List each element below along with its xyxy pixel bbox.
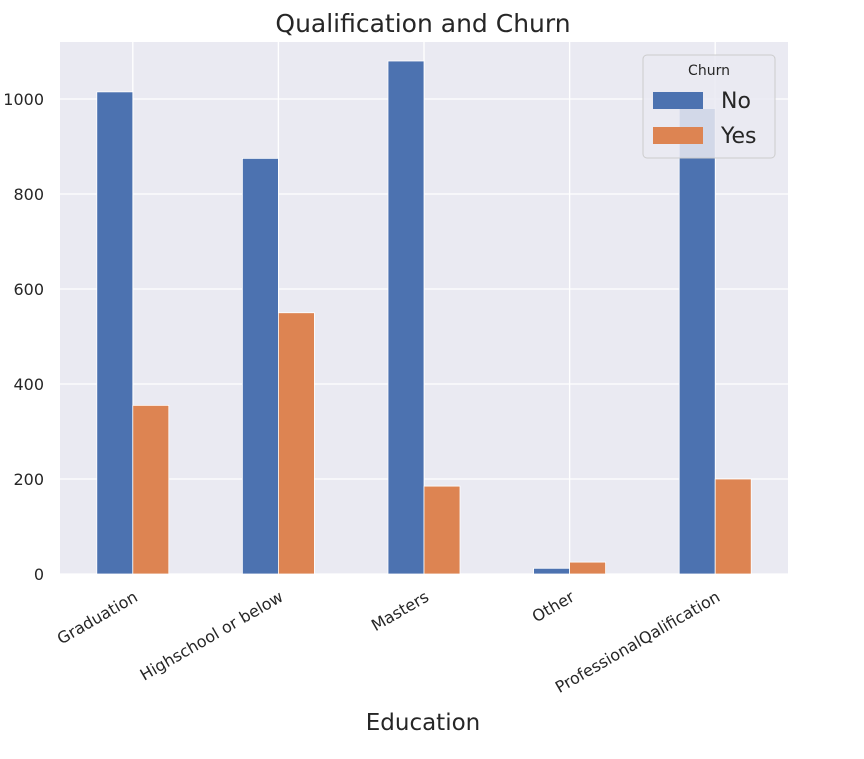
chart-title: Qualification and Churn [275,9,570,38]
legend-label-no: No [721,89,751,114]
x-tick-label: Masters [368,587,432,635]
bar-yes-professionalqalification [714,478,752,575]
bar-no-graduation [96,91,134,575]
y-tick-label: 0 [34,565,44,584]
legend-swatch-no [653,92,703,109]
y-tick-labels: 0 200 400 600 800 1000 [3,90,44,584]
legend: Churn No Yes [642,54,776,159]
y-tick-label: 200 [13,470,44,489]
y-tick-label: 400 [13,375,44,394]
bar-no-masters [387,60,425,575]
bar-no-other [533,567,570,575]
bar-no-professionalqalification [678,108,716,575]
legend-label-yes: Yes [720,124,757,149]
x-tick-label: Graduation [54,587,141,648]
bar-yes-masters [423,485,461,575]
y-tick-label: 1000 [3,90,44,109]
legend-title: Churn [688,63,730,79]
bar-yes-graduation [132,404,170,575]
x-axis-label: Education [366,710,481,736]
bar-yes-other [569,561,606,575]
bars-group [96,60,752,575]
bar-no-highschool-or-below [241,157,279,575]
y-tick-label: 600 [13,280,44,299]
bar-yes-highschool-or-below [277,312,315,575]
x-tick-label: ProfessionalQalification [552,587,723,697]
x-tick-label: Other [529,587,578,626]
y-tick-label: 800 [13,185,44,204]
x-tick-label: Highschool or below [137,587,287,684]
legend-swatch-yes [653,127,703,144]
